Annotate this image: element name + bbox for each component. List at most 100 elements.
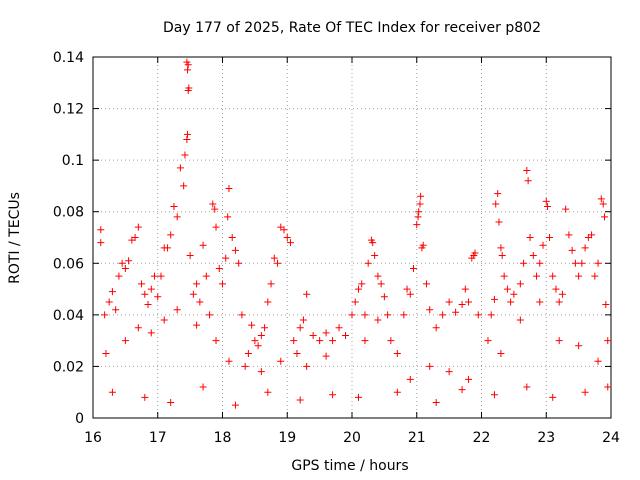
data-point <box>102 350 110 358</box>
data-point <box>406 375 414 383</box>
data-point <box>105 298 113 306</box>
data-point <box>215 264 223 272</box>
data-point <box>118 259 126 267</box>
data-point <box>121 264 129 272</box>
data-point <box>241 362 249 370</box>
x-tick-label: 20 <box>343 430 361 446</box>
data-point <box>251 337 259 345</box>
data-point <box>212 337 220 345</box>
data-point <box>322 329 330 337</box>
data-point <box>497 244 505 252</box>
data-point <box>138 280 146 288</box>
data-point <box>222 254 230 262</box>
data-point <box>552 285 560 293</box>
data-point <box>173 306 181 314</box>
data-point <box>160 316 168 324</box>
data-point <box>410 264 418 272</box>
data-point <box>280 226 288 234</box>
data-point <box>568 246 576 254</box>
data-point <box>591 272 599 280</box>
data-point <box>465 298 473 306</box>
y-tick-label: 0.04 <box>53 308 84 324</box>
data-point <box>364 259 372 267</box>
data-point <box>542 197 550 205</box>
data-point <box>134 223 142 231</box>
data-point <box>329 391 337 399</box>
data-point <box>419 241 427 249</box>
data-point <box>516 280 524 288</box>
data-point <box>254 342 262 350</box>
data-point <box>264 388 272 396</box>
data-point <box>494 190 502 198</box>
data-point <box>458 301 466 309</box>
data-point <box>539 241 547 249</box>
data-point <box>206 311 214 319</box>
y-tick-label: 0.02 <box>53 359 84 375</box>
data-point <box>594 357 602 365</box>
data-point <box>545 234 553 241</box>
data-point <box>549 393 557 401</box>
x-axis-label: GPS time / hours <box>291 458 408 474</box>
x-tick-label: 17 <box>149 430 167 446</box>
data-point <box>212 223 220 231</box>
data-point <box>354 393 362 401</box>
data-point <box>403 285 411 293</box>
y-tick-label: 0.08 <box>53 205 84 221</box>
data-point <box>167 231 175 239</box>
data-point <box>293 350 301 358</box>
data-point <box>108 388 116 396</box>
data-point <box>147 329 155 337</box>
data-point <box>536 298 544 306</box>
data-point <box>277 357 285 365</box>
data-point <box>439 311 447 319</box>
data-point <box>141 393 149 401</box>
data-point <box>144 301 152 309</box>
data-point <box>571 259 579 267</box>
data-point <box>329 337 337 345</box>
data-point <box>490 295 498 303</box>
data-point <box>185 84 193 92</box>
data-point <box>157 272 165 280</box>
data-point <box>225 357 233 365</box>
y-tick-label: 0.12 <box>53 102 84 118</box>
data-point <box>533 272 541 280</box>
data-point <box>520 259 528 267</box>
y-axis-label: ROTI / TECUs <box>7 192 23 284</box>
data-point <box>184 66 192 74</box>
data-point <box>581 388 589 396</box>
data-point <box>147 285 155 293</box>
data-point <box>393 350 401 358</box>
x-tick-label: 18 <box>214 430 232 446</box>
data-point <box>529 252 537 260</box>
data-point <box>523 383 531 391</box>
data-point <box>154 293 162 301</box>
data-point <box>322 352 330 360</box>
data-point <box>510 290 518 298</box>
data-point <box>406 290 414 298</box>
data-point <box>303 362 311 370</box>
data-point <box>228 234 236 241</box>
data-point <box>309 331 317 339</box>
data-point <box>361 311 369 319</box>
data-point <box>202 272 210 280</box>
data-point <box>134 324 142 332</box>
data-point <box>270 254 278 262</box>
data-point <box>244 350 252 358</box>
data-point <box>121 337 129 345</box>
data-point <box>374 272 382 280</box>
data-point <box>445 298 453 306</box>
data-point <box>604 383 612 391</box>
data-point <box>544 203 552 211</box>
chart-title: Day 177 of 2025, Rate Of TEC Index for r… <box>163 20 541 36</box>
data-point <box>235 259 243 267</box>
x-tick-label: 22 <box>473 430 491 446</box>
data-point <box>180 182 188 190</box>
data-point <box>248 321 256 329</box>
data-point <box>498 252 506 260</box>
data-point <box>186 252 194 260</box>
data-point <box>257 331 265 339</box>
data-point <box>555 298 563 306</box>
data-point <box>219 280 226 288</box>
data-point <box>601 213 609 221</box>
data-point <box>562 205 570 213</box>
